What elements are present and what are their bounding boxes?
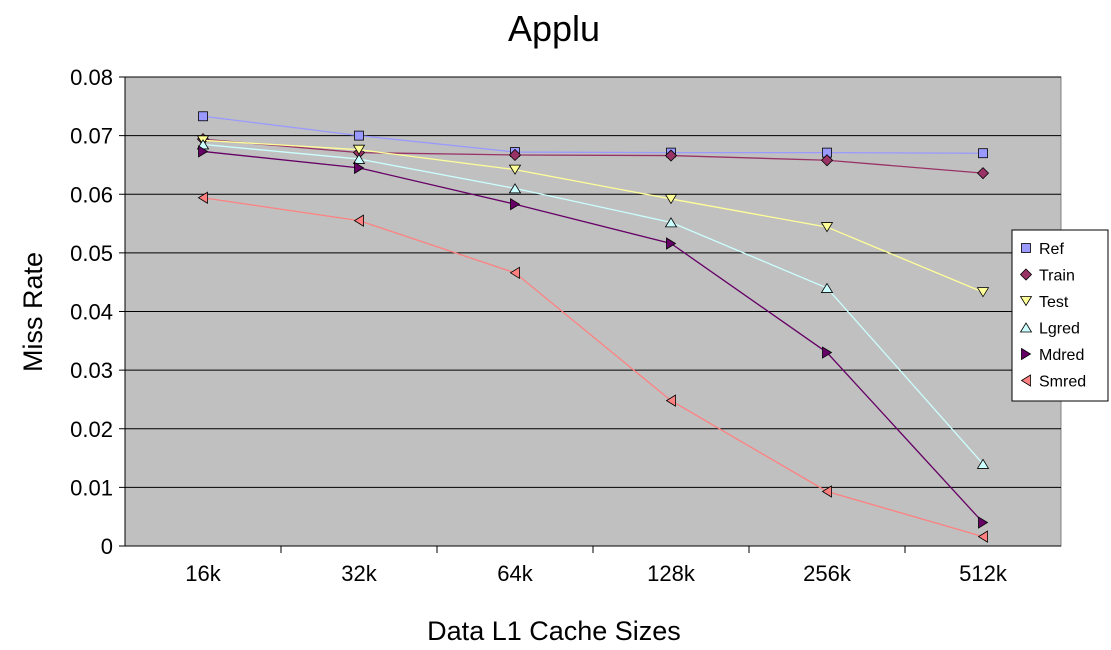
y-tick-label: 0.05 xyxy=(70,241,113,266)
x-tick-label: 64k xyxy=(497,561,533,586)
legend-marker-lgred xyxy=(1019,322,1033,333)
x-tick-label: 128k xyxy=(647,561,696,586)
data-point-train xyxy=(508,148,522,162)
data-point-smred xyxy=(197,191,208,204)
data-point-ref xyxy=(198,111,208,122)
series-lgred xyxy=(196,139,990,469)
series-smred xyxy=(197,191,988,543)
series-line-train xyxy=(202,138,984,174)
x-tick-label: 32k xyxy=(341,561,377,586)
data-point-lgred xyxy=(664,217,678,228)
series-line-ref xyxy=(202,115,984,154)
series-mdred xyxy=(198,145,989,529)
data-point-mdred xyxy=(978,516,989,529)
data-point-smred xyxy=(353,214,364,227)
series-line-mdred xyxy=(202,150,984,523)
x-tick-label: 256k xyxy=(803,561,852,586)
data-point-test xyxy=(976,287,990,298)
y-axis-ticks: 0 0.01 0.02 0.03 0.04 0.05 0.06 0.07 0.08 xyxy=(70,65,126,559)
y-tick-label: 0.08 xyxy=(70,65,113,90)
data-point-mdred xyxy=(510,198,521,211)
x-axis-label: Data L1 Cache Sizes xyxy=(427,616,681,646)
data-point-test xyxy=(352,144,366,155)
data-point-smred xyxy=(509,266,520,280)
data-point-smred xyxy=(665,394,676,407)
y-tick-label: 0.03 xyxy=(70,358,113,383)
legend-label-lgred: Lgred xyxy=(1039,321,1080,338)
data-point-train xyxy=(664,149,678,162)
y-tick-label: 0.04 xyxy=(70,300,113,325)
series-line-test xyxy=(202,139,984,293)
y-tick-label: 0.02 xyxy=(70,417,113,442)
data-point-smred xyxy=(977,530,988,543)
x-tick-label: 16k xyxy=(185,561,221,586)
legend: Ref Train Test Lgred Mdred Smred xyxy=(1011,229,1109,402)
plot-area xyxy=(124,76,1062,547)
data-point-ref xyxy=(354,130,364,141)
series-line-lgred xyxy=(202,143,984,465)
data-point-train xyxy=(820,154,834,167)
data-point-lgred xyxy=(508,183,522,194)
data-point-lgred xyxy=(820,282,834,293)
legend-label-test: Test xyxy=(1039,294,1069,311)
data-point-mdred xyxy=(198,145,209,158)
data-point-ref xyxy=(978,148,988,159)
data-point-train xyxy=(976,167,990,180)
legend-marker-train xyxy=(1019,268,1033,281)
legend-marker-smred xyxy=(1020,374,1031,387)
y-tick-label: 0.06 xyxy=(70,182,113,207)
legend-label-mdred: Mdred xyxy=(1039,347,1084,364)
y-axis-label: Miss Rate xyxy=(18,252,48,372)
legend-label-train: Train xyxy=(1039,268,1075,285)
legend-marker-test xyxy=(1019,296,1033,307)
legend-label-smred: Smred xyxy=(1039,374,1086,391)
data-point-lgred xyxy=(976,458,990,469)
legend-marker-mdred xyxy=(1021,347,1032,361)
x-axis-ticks: 16k 32k 64k 128k 256k 512k xyxy=(125,545,1061,586)
y-tick-label: 0.01 xyxy=(70,475,113,500)
data-point-mdred xyxy=(354,161,365,175)
chart-title: Applu xyxy=(508,8,600,49)
data-point-test xyxy=(664,194,678,205)
x-tick-label: 512k xyxy=(959,561,1008,586)
legend-label-ref: Ref xyxy=(1039,241,1064,258)
data-point-test xyxy=(820,222,834,233)
y-tick-label: 0.07 xyxy=(70,124,113,149)
y-tick-label: 0 xyxy=(101,534,113,559)
data-point-test xyxy=(508,164,522,175)
data-point-mdred xyxy=(666,237,677,250)
legend-box xyxy=(1011,229,1109,402)
data-point-mdred xyxy=(822,346,833,359)
series-group xyxy=(196,111,990,543)
legend-marker-ref xyxy=(1021,243,1031,253)
data-point-lgred xyxy=(352,153,366,164)
data-point-smred xyxy=(821,485,832,498)
series-line-smred xyxy=(202,197,984,538)
